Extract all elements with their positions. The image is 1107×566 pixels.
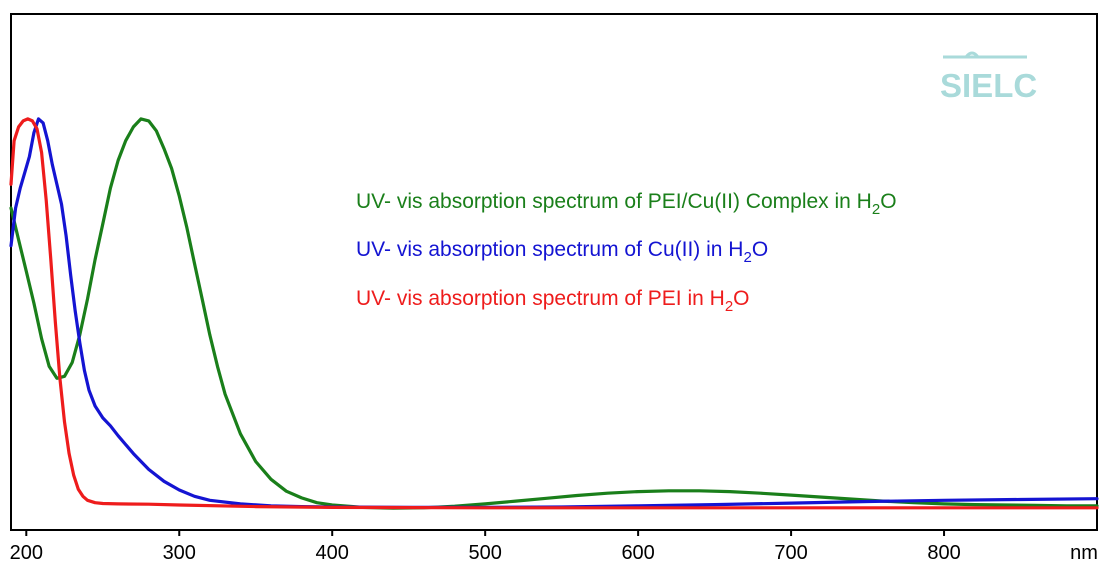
x-axis-unit-label: nm — [1070, 542, 1098, 564]
series-line-0 — [9, 117, 1099, 510]
x-tick-label: 700 — [774, 542, 807, 564]
x-tick-label: 800 — [927, 542, 960, 564]
x-tick-label: 300 — [163, 542, 196, 564]
series-line-2 — [9, 117, 1099, 510]
legend-entry-pei: UV- vis absorption spectrum of PEI in H2… — [356, 287, 750, 315]
plot-frame — [10, 13, 1098, 531]
x-tick-label: 500 — [468, 542, 501, 564]
logo-text: SIELC — [940, 67, 1037, 104]
legend: UV- vis absorption spectrum of PEI/Cu(II… — [356, 190, 897, 315]
logo-dot — [964, 51, 980, 58]
x-tick-label: 200 — [10, 542, 43, 564]
x-tick-label: 600 — [621, 542, 654, 564]
sielc-logo: SIELC — [940, 51, 1037, 104]
series-lines — [9, 117, 1099, 510]
x-axis-ticks: 200 300 400 500 600 700 800 nm — [10, 530, 1098, 564]
legend-entry-complex: UV- vis absorption spectrum of PEI/Cu(II… — [356, 190, 897, 218]
legend-entry-cu: UV- vis absorption spectrum of Cu(II) in… — [356, 238, 768, 266]
x-tick-label: 400 — [316, 542, 349, 564]
